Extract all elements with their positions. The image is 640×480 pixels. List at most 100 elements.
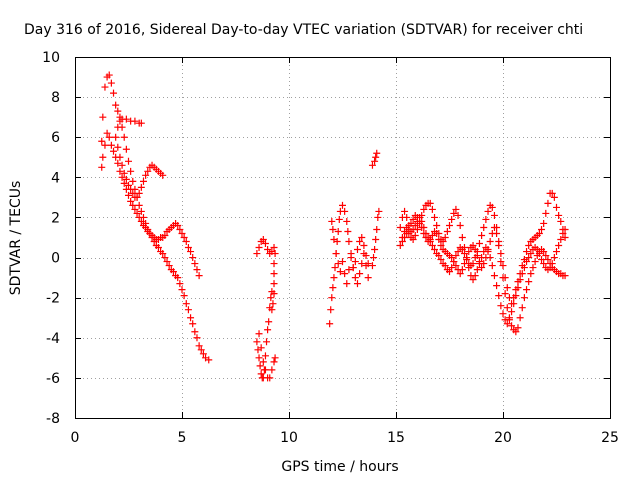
data-point (523, 248, 531, 256)
data-point (501, 290, 509, 298)
data-point (364, 274, 372, 282)
data-point (266, 374, 274, 382)
data-point (548, 189, 556, 197)
y-tick-label: -8 (46, 411, 60, 427)
data-point (409, 236, 417, 244)
data-point (373, 225, 381, 233)
data-point (493, 282, 501, 290)
data-point (535, 250, 543, 258)
data-point (339, 258, 346, 266)
data-point (135, 213, 143, 221)
data-point (127, 197, 135, 205)
data-point (503, 320, 511, 328)
data-point (465, 248, 473, 256)
data-point (550, 254, 558, 262)
data-point (189, 254, 197, 262)
data-point (341, 207, 349, 215)
data-point (125, 181, 132, 189)
y-tick-label: 8 (51, 90, 60, 106)
y-tick-label: -2 (46, 291, 60, 307)
data-point (326, 320, 334, 328)
data-point (253, 250, 261, 258)
data-point (180, 234, 188, 241)
data-point (142, 223, 150, 231)
data-point (512, 328, 520, 336)
data-point (516, 314, 524, 322)
data-point (557, 217, 565, 225)
data-point (473, 252, 481, 260)
data-point (120, 133, 128, 141)
data-point (347, 254, 355, 262)
data-point (189, 320, 197, 328)
data-point (446, 221, 453, 229)
data-point (199, 350, 207, 358)
data-point (422, 229, 430, 237)
data-point (334, 227, 342, 235)
data-point (356, 270, 364, 278)
data-point (518, 270, 526, 278)
data-point (159, 171, 167, 179)
data-point (133, 193, 141, 201)
x-axis-label: GPS time / hours (281, 459, 398, 475)
data-point (331, 264, 339, 272)
data-point (484, 207, 492, 215)
data-point (555, 211, 563, 219)
data-point (142, 171, 150, 179)
data-point (448, 215, 456, 223)
data-point (118, 161, 126, 169)
data-point (176, 280, 184, 288)
data-point (409, 225, 417, 233)
data-point (538, 225, 546, 233)
data-point (371, 246, 379, 254)
data-point (356, 238, 364, 246)
y-tick-label: 4 (51, 170, 60, 186)
data-point (343, 280, 351, 288)
data-point (161, 254, 169, 262)
data-point (184, 244, 192, 252)
data-point (328, 294, 336, 302)
data-point (401, 227, 409, 235)
data-point (529, 264, 537, 272)
data-point (561, 225, 569, 233)
data-point (499, 262, 507, 270)
data-point (137, 207, 145, 215)
data-point (460, 260, 468, 268)
data-point (120, 169, 128, 177)
data-point (125, 191, 132, 199)
data-point (154, 244, 162, 252)
data-point (411, 221, 419, 229)
data-point (343, 217, 351, 225)
data-point (114, 123, 122, 131)
data-point (335, 215, 343, 223)
data-point (187, 248, 195, 256)
x-tick-label: 0 (71, 430, 80, 446)
data-point (205, 356, 213, 364)
data-point (105, 71, 113, 79)
data-point (341, 270, 349, 278)
data-point (495, 242, 503, 250)
data-point (469, 276, 477, 284)
data-point (257, 344, 265, 352)
data-point (553, 248, 560, 256)
data-point (486, 254, 494, 262)
data-point (360, 250, 368, 258)
data-point (122, 145, 130, 153)
data-point (426, 238, 434, 246)
data-point (264, 246, 272, 254)
data-point (165, 262, 173, 270)
data-point (495, 292, 503, 300)
data-point (256, 362, 264, 370)
data-point (330, 274, 338, 282)
data-point (351, 274, 359, 282)
data-point (469, 260, 477, 268)
data-point (452, 252, 460, 260)
data-point (454, 248, 462, 256)
data-point (503, 284, 511, 292)
data-point (182, 300, 190, 308)
data-point (268, 366, 276, 374)
data-point (450, 258, 458, 266)
data-point (446, 268, 453, 276)
data-point (122, 175, 130, 183)
data-point (488, 262, 496, 270)
data-point (469, 242, 477, 250)
